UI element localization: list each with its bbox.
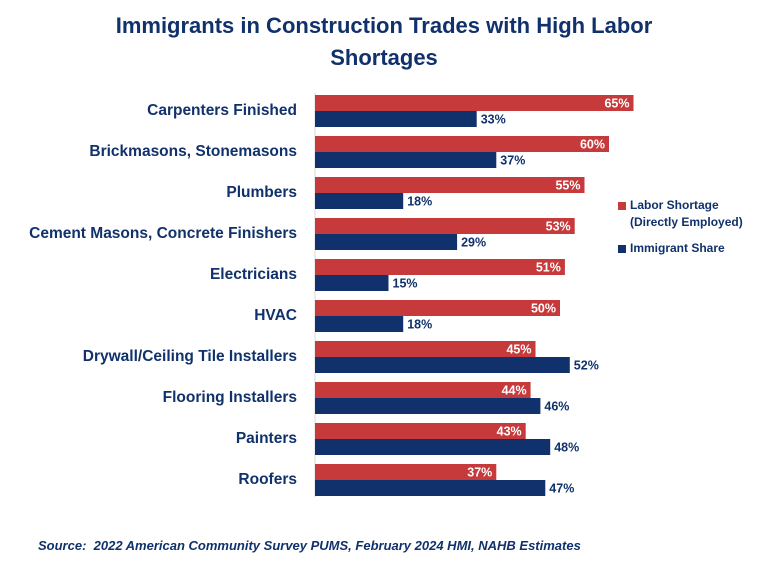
category-label: Carpenters Finished bbox=[147, 102, 297, 119]
bar-immigrant-share bbox=[315, 234, 458, 250]
data-label-labor-shortage: 50% bbox=[531, 302, 556, 316]
bar-immigrant-share bbox=[315, 316, 404, 332]
bar-immigrant-share bbox=[315, 152, 497, 168]
category-label: Brickmasons, Stonemasons bbox=[89, 143, 297, 160]
category-label: Painters bbox=[236, 430, 297, 447]
data-label-immigrant-share: 29% bbox=[461, 236, 486, 250]
legend-label-immigrant-share: Immigrant Share bbox=[630, 241, 725, 255]
legend-item-immigrant-share: Immigrant Share bbox=[618, 240, 768, 257]
category-label: Plumbers bbox=[226, 184, 297, 201]
chart-legend: Labor Shortage (Directly Employed) Immig… bbox=[618, 197, 768, 266]
data-label-immigrant-share: 15% bbox=[393, 277, 418, 291]
bar-immigrant-share bbox=[315, 357, 570, 373]
category-label: Electricians bbox=[210, 266, 297, 283]
bar-labor-shortage bbox=[315, 300, 560, 316]
data-label-labor-shortage: 60% bbox=[580, 138, 605, 152]
data-label-labor-shortage: 51% bbox=[536, 261, 561, 275]
bar-labor-shortage bbox=[315, 382, 531, 398]
data-label-labor-shortage: 55% bbox=[555, 179, 580, 193]
data-label-labor-shortage: 43% bbox=[497, 425, 522, 439]
data-label-immigrant-share: 46% bbox=[544, 400, 569, 414]
legend-swatch-immigrant-share bbox=[618, 245, 626, 253]
legend-label-labor-shortage: Labor Shortage bbox=[630, 198, 719, 212]
bar-immigrant-share bbox=[315, 111, 477, 127]
data-label-immigrant-share: 18% bbox=[407, 318, 432, 332]
bar-labor-shortage bbox=[315, 423, 526, 439]
bar-labor-shortage bbox=[315, 259, 565, 275]
data-label-immigrant-share: 37% bbox=[500, 154, 525, 168]
data-label-immigrant-share: 48% bbox=[554, 441, 579, 455]
category-label: Cement Masons, Concrete Finishers bbox=[29, 225, 297, 242]
category-label: HVAC bbox=[254, 307, 297, 324]
category-label: Roofers bbox=[238, 471, 297, 488]
bar-labor-shortage bbox=[315, 136, 609, 152]
legend-label-labor-shortage-sub: (Directly Employed) bbox=[630, 215, 743, 229]
bar-immigrant-share bbox=[315, 275, 389, 291]
source-note: Source: 2022 American Community Survey P… bbox=[38, 538, 581, 553]
bar-immigrant-share bbox=[315, 439, 551, 455]
bar-immigrant-share bbox=[315, 398, 541, 414]
data-label-labor-shortage: 65% bbox=[604, 97, 629, 111]
legend-item-labor-shortage: Labor Shortage (Directly Employed) bbox=[618, 197, 768, 231]
bar-labor-shortage bbox=[315, 464, 497, 480]
data-label-labor-shortage: 45% bbox=[506, 343, 531, 357]
category-label: Flooring Installers bbox=[163, 389, 297, 406]
category-label: Drywall/Ceiling Tile Installers bbox=[83, 348, 297, 365]
data-label-immigrant-share: 52% bbox=[574, 359, 599, 373]
legend-swatch-labor-shortage bbox=[618, 202, 626, 210]
bar-labor-shortage bbox=[315, 177, 585, 193]
bar-labor-shortage bbox=[315, 341, 536, 357]
bar-labor-shortage bbox=[315, 95, 634, 111]
bar-immigrant-share bbox=[315, 193, 404, 209]
data-label-immigrant-share: 18% bbox=[407, 195, 432, 209]
data-label-labor-shortage: 53% bbox=[546, 220, 571, 234]
data-label-immigrant-share: 33% bbox=[481, 113, 506, 127]
data-label-immigrant-share: 47% bbox=[549, 482, 574, 496]
data-label-labor-shortage: 44% bbox=[502, 384, 527, 398]
bar-labor-shortage bbox=[315, 218, 575, 234]
data-label-labor-shortage: 37% bbox=[467, 466, 492, 480]
chart-title: Immigrants in Construction Trades with H… bbox=[115, 13, 653, 70]
bar-immigrant-share bbox=[315, 480, 546, 496]
